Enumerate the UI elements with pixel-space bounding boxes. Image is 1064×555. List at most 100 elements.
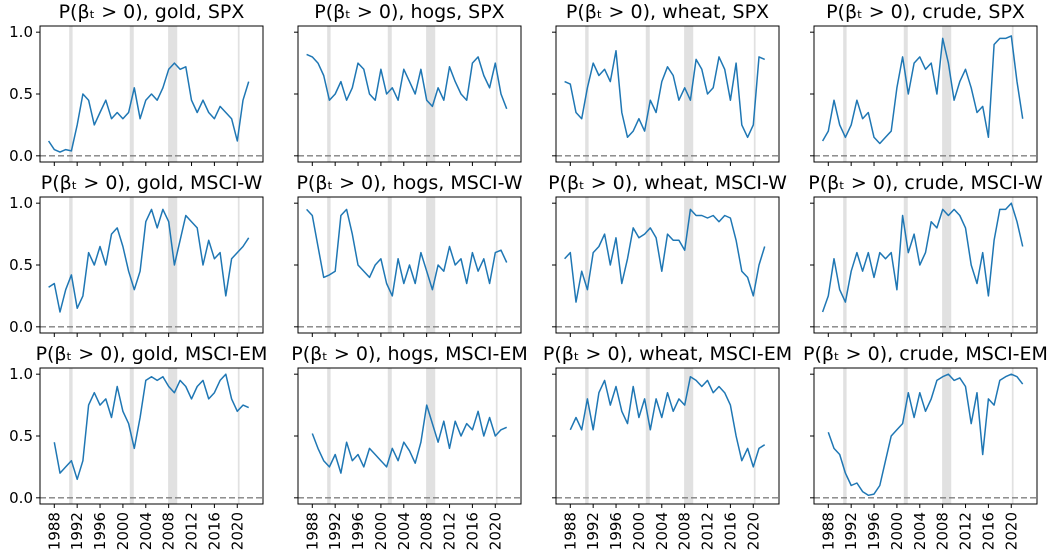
x-tick-label: 2008 — [934, 512, 952, 550]
axes-frame — [297, 25, 522, 163]
recession-band — [903, 26, 908, 162]
x-tick-label: 1996 — [865, 512, 883, 550]
recession-band — [129, 197, 134, 333]
recession-band — [1011, 197, 1014, 333]
panel-title: P(βₜ > 0), wheat, MSCI-W — [548, 172, 787, 194]
x-tick-label: 2000 — [630, 512, 648, 550]
recession-band — [843, 368, 847, 504]
y-tick-label: 1.0 — [9, 194, 33, 212]
recession-band — [753, 26, 756, 162]
panel-6: P(βₜ > 0), hogs, MSCI-W — [294, 172, 523, 337]
panel-10: P(βₜ > 0), hogs, MSCI-EM 1988 1992 1996 2000… — [291, 343, 527, 550]
recession-band — [426, 368, 436, 504]
x-tick-label: 2008 — [676, 512, 694, 550]
recession-band — [684, 197, 694, 333]
recession-band — [753, 197, 756, 333]
x-tick-label: 2012 — [699, 512, 717, 550]
x-tick-label: 2016 — [463, 512, 481, 550]
recession-band — [129, 26, 134, 162]
recession-band — [942, 197, 952, 333]
recession-band — [645, 197, 650, 333]
probability-line — [48, 208, 250, 313]
x-tick-label: 2020 — [486, 512, 504, 550]
axes-frame — [555, 367, 780, 505]
panel-title: P(βₜ > 0), hogs, SPX — [314, 1, 504, 23]
x-tick-label: 2016 — [205, 512, 223, 550]
probability-line — [821, 202, 1024, 313]
probability-line — [306, 208, 508, 297]
recession-band — [645, 26, 650, 162]
recession-band — [327, 26, 331, 162]
recession-band — [387, 197, 392, 333]
panel-title: P(βₜ > 0), wheat, MSCI-EM — [543, 343, 792, 365]
axes-frame — [555, 25, 780, 163]
x-tick-label: 1992 — [842, 512, 860, 550]
y-tick-label: 0.5 — [9, 85, 33, 103]
recession-band — [843, 26, 847, 162]
x-tick-label: 2012 — [957, 512, 975, 550]
recession-band — [1011, 26, 1014, 162]
recession-band — [585, 368, 589, 504]
probability-line — [53, 373, 250, 481]
x-tick-label: 2012 — [441, 512, 459, 550]
recession-band — [387, 26, 392, 162]
probability-line — [569, 375, 766, 468]
x-tick-label: 1992 — [68, 512, 86, 550]
recession-band — [237, 368, 240, 504]
recession-band — [843, 197, 847, 333]
panel-title: P(βₜ > 0), hogs, MSCI-EM — [291, 343, 527, 365]
recession-band — [69, 197, 73, 333]
y-tick-label: 0.0 — [9, 318, 33, 336]
y-tick-label: 0.5 — [9, 427, 33, 445]
recession-band — [585, 197, 589, 333]
x-tick-label: 1988 — [561, 512, 579, 550]
panel-title: P(βₜ > 0), crude, MSCI-W — [808, 172, 1043, 194]
recession-band — [168, 26, 178, 162]
panel-12: P(βₜ > 0), crude, MSCI-EM 1988 1992 1996 200… — [803, 343, 1048, 550]
panel-9: P(βₜ > 0), gold, MSCI-EM 0.0 0.5 1.0 1988 199… — [9, 343, 267, 550]
x-tick-label: 2016 — [721, 512, 739, 550]
x-tick-label: 1988 — [819, 512, 837, 550]
y-tick-label: 0.0 — [9, 489, 33, 507]
panel-title: P(βₜ > 0), crude, MSCI-EM — [803, 343, 1048, 365]
x-tick-label: 1988 — [45, 512, 63, 550]
x-tick-label: 2008 — [160, 512, 178, 550]
y-tick-label: 0.5 — [9, 256, 33, 274]
recession-band — [69, 26, 73, 162]
recession-band — [684, 26, 694, 162]
recession-band — [426, 197, 436, 333]
panel-11: P(βₜ > 0), wheat, MSCI-EM 1988 1992 1996 200… — [543, 343, 792, 550]
recession-band — [69, 368, 73, 504]
recession-band — [327, 197, 331, 333]
probability-line — [564, 49, 766, 139]
recession-band — [495, 26, 498, 162]
x-tick-label: 2000 — [114, 512, 132, 550]
recession-band — [942, 368, 952, 504]
x-tick-label: 2004 — [653, 512, 671, 550]
axes-frame — [297, 367, 522, 505]
recession-band — [903, 197, 908, 333]
x-tick-label: 2012 — [183, 512, 201, 550]
panel-title: P(βₜ > 0), gold, MSCI-W — [41, 172, 263, 194]
x-tick-label: 2000 — [888, 512, 906, 550]
recession-band — [1011, 368, 1014, 504]
probability-line — [311, 404, 508, 474]
x-tick-label: 2020 — [1002, 512, 1020, 550]
y-tick-label: 1.0 — [9, 365, 33, 383]
axes-frame — [813, 367, 1038, 505]
panel-2: P(βₜ > 0), hogs, SPX — [294, 1, 522, 166]
panel-title: P(βₜ > 0), crude, SPX — [826, 1, 1025, 23]
recession-band — [645, 368, 650, 504]
y-tick-label: 0.0 — [9, 147, 33, 165]
x-tick-label: 2004 — [395, 512, 413, 550]
x-tick-label: 2004 — [911, 512, 929, 550]
x-tick-label: 2000 — [372, 512, 390, 550]
recession-band — [942, 26, 952, 162]
x-tick-label: 2020 — [744, 512, 762, 550]
x-tick-label: 1996 — [91, 512, 109, 550]
recession-band — [237, 197, 240, 333]
x-tick-label: 1996 — [349, 512, 367, 550]
axes-frame — [555, 196, 780, 334]
panel-8: P(βₜ > 0), crude, MSCI-W — [808, 172, 1043, 337]
